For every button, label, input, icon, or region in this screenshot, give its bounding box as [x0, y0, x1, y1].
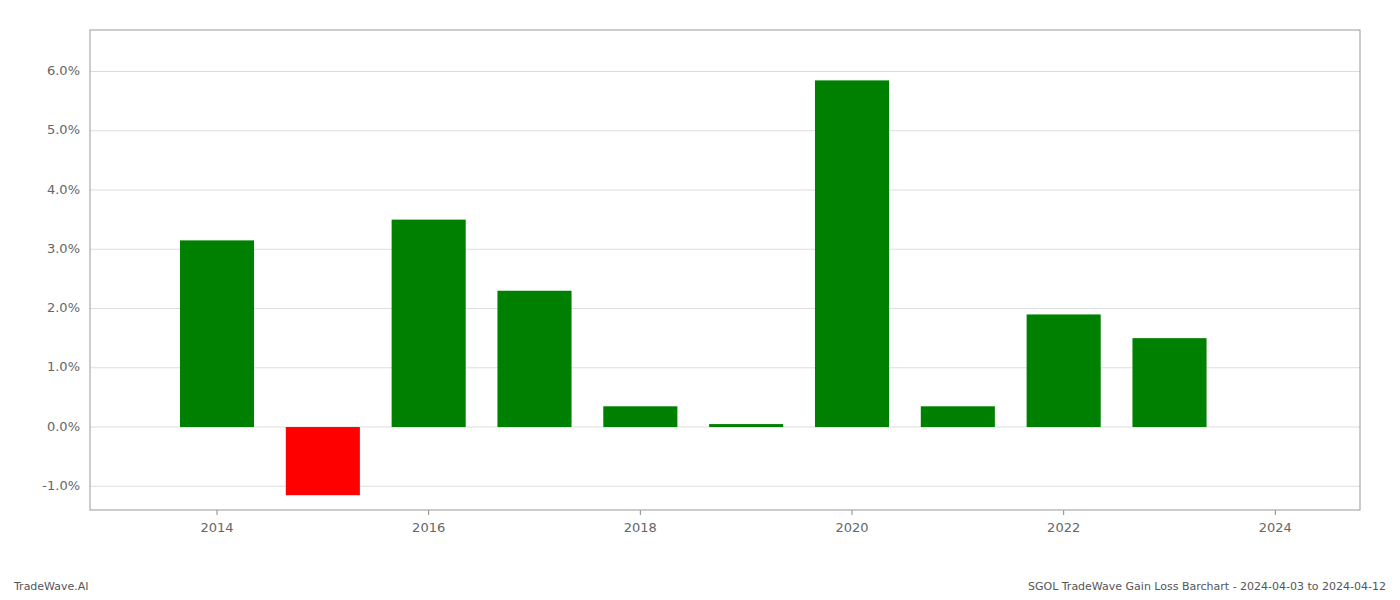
y-tick-label: 1.0% [47, 359, 80, 374]
chart-svg: -1.0%0.0%1.0%2.0%3.0%4.0%5.0%6.0%2014201… [0, 0, 1400, 600]
x-tick [428, 510, 429, 515]
bar [921, 406, 995, 427]
x-tick [1275, 510, 1276, 515]
x-tick [640, 510, 641, 515]
plot-frame [90, 30, 1360, 510]
y-tick-label: 0.0% [47, 419, 80, 434]
grid-line [90, 190, 1360, 191]
y-tick-label: 5.0% [47, 122, 80, 137]
x-tick [852, 510, 853, 515]
x-tick [1063, 510, 1064, 515]
x-tick-label: 2024 [1259, 520, 1292, 535]
grid-line [90, 249, 1360, 250]
bar [709, 424, 783, 427]
y-tick-label: 4.0% [47, 182, 80, 197]
x-tick-label: 2018 [624, 520, 657, 535]
grid-line [90, 71, 1360, 72]
bar [180, 240, 254, 427]
y-tick-label: -1.0% [42, 478, 80, 493]
x-tick [217, 510, 218, 515]
x-tick-label: 2022 [1047, 520, 1080, 535]
x-axis: 2014 2016 2018 2020 2022 2024 [200, 510, 1291, 535]
bar [815, 80, 889, 427]
bar [1027, 314, 1101, 427]
y-tick-label: 3.0% [47, 241, 80, 256]
y-axis: -1.0% 0.0% 1.0% 2.0% 3.0% 4.0% 5.0% 6.0% [42, 63, 80, 493]
bar [497, 291, 571, 427]
footer-text: SGOL TradeWave Gain Loss Barchart - 2024… [1028, 580, 1386, 593]
x-tick-label: 2020 [835, 520, 868, 535]
chart-container: -1.0%0.0%1.0%2.0%3.0%4.0%5.0%6.0%2014201… [0, 0, 1400, 600]
bar [1132, 338, 1206, 427]
x-tick-label: 2014 [200, 520, 233, 535]
y-tick-label: 6.0% [47, 63, 80, 78]
x-tick-label: 2016 [412, 520, 445, 535]
bar [286, 427, 360, 495]
bar [603, 406, 677, 427]
bar [392, 220, 466, 427]
bars [180, 80, 1207, 495]
grid-line [90, 308, 1360, 309]
grid [90, 71, 1360, 486]
grid-line [90, 130, 1360, 131]
y-tick-label: 2.0% [47, 300, 80, 315]
grid-line [90, 486, 1360, 487]
footer-text: TradeWave.AI [13, 580, 89, 593]
